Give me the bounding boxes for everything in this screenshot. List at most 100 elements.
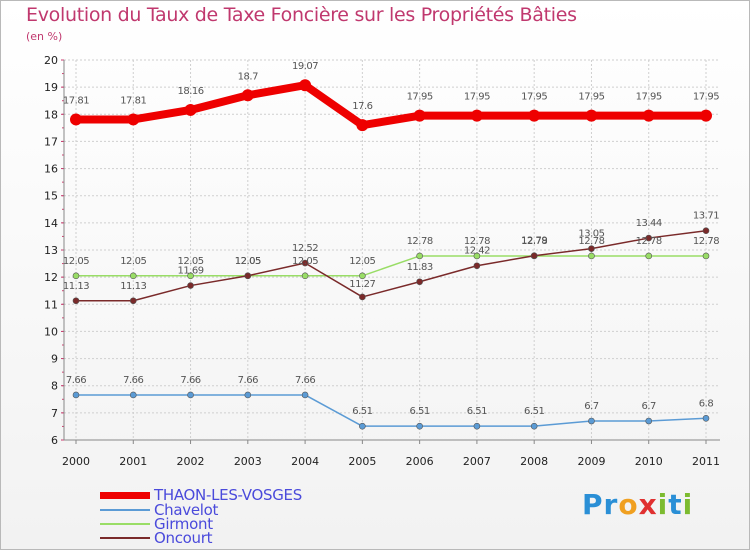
data-label: 17.95 [464,92,490,103]
x-tick-label: 2005 [348,455,376,468]
series-line-thaon-les-vosges [76,81,706,130]
x-tick-label: 2010 [635,455,663,468]
data-label: 7.66 [295,375,315,386]
data-label: 17.95 [578,92,604,103]
data-point [702,414,710,422]
data-label: 11.69 [177,266,203,277]
data-label: 7.66 [66,375,86,386]
grid [64,59,720,441]
data-label: 11.27 [349,279,375,290]
x-tick-label: 2000 [62,455,90,468]
data-point [187,272,194,280]
data-label: 17.6 [352,101,372,112]
axes: 6 7 8 9 10 11 12 13 14 15 16 17 18 19 20 2000 2001 2002 20… [44,54,720,468]
data-label: 6.8 [699,398,714,409]
data-point [416,278,423,286]
series-line-oncourt [76,229,707,302]
data-point [241,89,254,102]
data-point [413,109,426,122]
y-tick-label: 9 [51,353,58,366]
data-label: 12.78 [693,236,719,247]
data-point [301,259,309,267]
x-tick-label: 2006 [406,455,434,468]
data-label: 18.7 [238,71,258,82]
data-label: 11.13 [63,281,89,292]
logo-letter: r [603,488,619,521]
data-label: 12.78 [407,236,433,247]
data-label: 11.83 [407,262,433,273]
y-tick-label: 12 [44,271,58,284]
legend-swatch [100,509,150,511]
data-point [359,272,366,280]
data-point [184,103,197,116]
legend-label: Chavelot [154,501,219,519]
data-point [700,109,712,122]
data-point [588,252,595,260]
x-tick-label: 2001 [119,455,147,468]
x-tick-label: 2009 [577,455,605,468]
data-labels: 17.81 17.81 18.16 18.7 19.07 17.6 17.95 17.95 17… [63,61,720,417]
data-point [416,252,423,260]
y-tick-label: 18 [44,108,58,121]
logo-letter: o [618,488,639,521]
x-tick-label: 2003 [234,455,262,468]
data-point [530,252,538,259]
data-label: 17.95 [521,92,547,103]
data-label: 17.95 [636,92,662,103]
data-label: 13.44 [636,218,662,229]
data-point [416,422,423,430]
series-line-chavelot [76,394,707,427]
data-point [645,417,653,425]
legend-label: Oncourt [154,529,213,547]
data-label: 11.13 [120,281,146,292]
x-tick-label: 2011 [692,455,720,468]
data-label: 12.52 [292,243,318,254]
x-tick-label: 2004 [291,455,319,468]
data-point [129,272,137,280]
data-point [356,119,369,132]
data-label: 6.51 [524,406,544,417]
data-point [72,391,80,399]
data-label: 12.05 [349,256,375,267]
data-label: 6.51 [352,406,372,417]
data-point [244,272,252,280]
data-point [187,391,194,399]
data-label: 7.66 [180,375,200,386]
data-label: 12.05 [235,256,261,267]
data-point [528,109,541,122]
data-label: 17.95 [407,92,433,103]
logo-letter: x [638,488,658,521]
data-label: 12.05 [292,256,318,267]
data-label: 13.05 [578,229,604,240]
logo-letter: i [657,488,669,521]
data-label: 6.51 [410,406,430,417]
data-point [301,272,309,280]
data-label: 12.05 [177,256,203,267]
y-tick-label: 14 [44,217,58,230]
data-point [127,113,140,126]
y-tick-label: 6 [51,434,58,447]
data-point [129,391,137,399]
data-point [70,113,82,126]
data-point [244,391,252,399]
data-label: 7.66 [123,375,143,386]
data-label: 12.05 [235,256,261,267]
data-point [473,422,481,430]
data-label: 6.51 [467,406,487,417]
data-point [72,272,80,280]
logo-letter: t [668,488,683,521]
data-label: 12.42 [464,246,490,257]
data-label: 12.79 [521,236,547,247]
data-point [702,227,710,235]
data-point [299,79,312,92]
data-point [702,252,710,260]
data-label: 12.05 [120,256,146,267]
data-point [359,293,366,301]
data-label: 19.07 [292,61,318,72]
data-point [642,109,655,122]
data-point [530,422,538,430]
chart-title: Evolution du Taux de Taxe Foncière sur l… [26,4,577,26]
unit-label: (en %) [26,30,63,43]
